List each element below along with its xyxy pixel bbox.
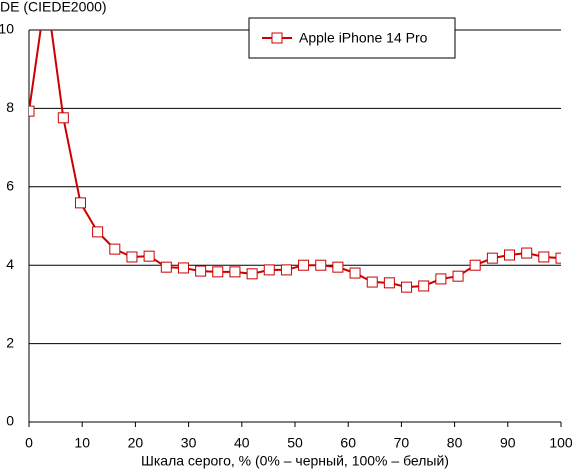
point-marker	[452, 270, 464, 282]
point-marker	[160, 261, 172, 273]
point-marker	[74, 197, 86, 209]
point-marker	[229, 266, 241, 278]
x-tick-label: 80	[447, 435, 463, 451]
point-marker	[401, 281, 413, 293]
x-tick-label: 10	[74, 435, 90, 451]
x-tick-label: 90	[500, 435, 516, 451]
x-tick-label: 20	[128, 435, 144, 451]
point-marker	[246, 268, 258, 280]
point-marker	[109, 243, 121, 255]
plot-area	[29, 30, 561, 293]
point-marker	[315, 259, 327, 271]
point-marker	[212, 266, 224, 278]
point-marker	[92, 226, 104, 238]
point-marker	[383, 277, 395, 289]
point-marker	[418, 280, 430, 292]
legend-label: Apple iPhone 14 Pro	[299, 30, 428, 46]
point-marker	[521, 247, 533, 259]
x-axis-title: Шкала серого, % (0% – черный, 100% – бел…	[141, 453, 449, 469]
y-tick-label: 2	[6, 334, 14, 350]
point-marker	[555, 252, 561, 264]
point-marker	[263, 264, 275, 276]
point-marker	[177, 262, 189, 274]
point-marker	[504, 249, 516, 261]
point-marker	[366, 276, 378, 288]
y-tick-label: 4	[6, 256, 14, 272]
point-marker	[349, 267, 361, 279]
y-tick-label: 10	[0, 21, 14, 37]
point-marker	[486, 252, 498, 264]
x-tick-label: 50	[287, 435, 303, 451]
y-axis-title: DE (CIEDE2000)	[0, 0, 107, 15]
y-tick-label: 6	[6, 178, 14, 194]
point-marker	[298, 259, 310, 271]
legend-marker	[271, 32, 283, 44]
point-marker	[280, 264, 292, 276]
point-marker	[435, 273, 447, 285]
point-marker	[126, 251, 138, 263]
x-tick-label: 100	[549, 435, 573, 451]
x-tick-label: 40	[234, 435, 250, 451]
point-marker	[195, 265, 207, 277]
point-marker	[143, 250, 155, 262]
x-tick-label: 60	[340, 435, 356, 451]
point-marker	[57, 112, 69, 124]
y-tick-label: 0	[6, 413, 14, 429]
point-marker	[469, 259, 481, 271]
point-marker	[538, 251, 550, 263]
x-tick-label: 0	[25, 435, 33, 451]
x-tick-label: 30	[181, 435, 197, 451]
point-marker	[332, 261, 344, 273]
x-tick-label: 70	[394, 435, 410, 451]
point-marker	[29, 105, 35, 117]
y-tick-label: 8	[6, 99, 14, 115]
